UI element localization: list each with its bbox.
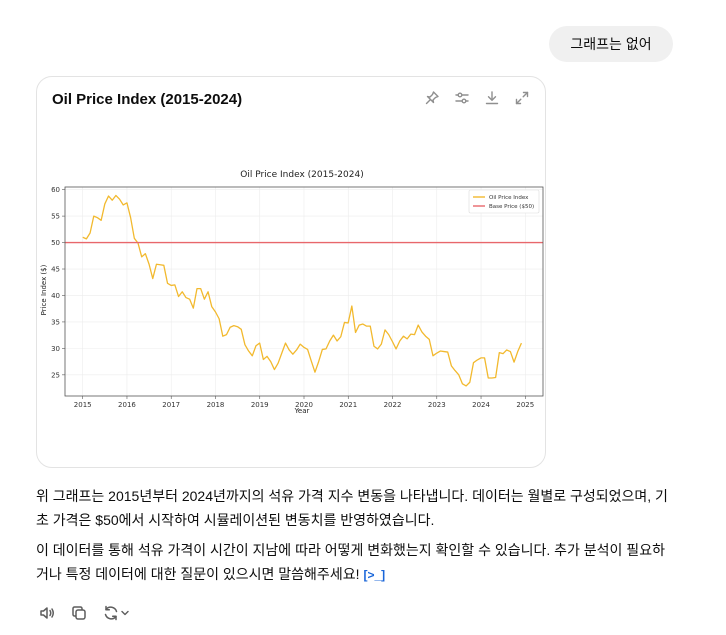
- message-actions: [38, 604, 130, 622]
- settings-icon: [455, 92, 469, 104]
- copy-icon: [72, 606, 86, 620]
- y-tick-label: 60: [51, 186, 60, 194]
- regenerate-icon: [104, 605, 118, 621]
- reply-paragraph-2: 이 데이터를 통해 석유 가격이 시간이 지남에 따라 어떻게 변화했는지 확인…: [36, 538, 676, 587]
- card-title: Oil Price Index (2015-2024): [52, 91, 243, 108]
- oil-price-chart: Oil Price Index (2015-2024) 2015 2016 2017…: [40, 170, 544, 415]
- y-tick-label: 35: [51, 318, 60, 326]
- read-aloud-icon: [40, 607, 54, 619]
- y-tick-label: 25: [51, 371, 60, 379]
- pin-button[interactable]: [423, 89, 441, 107]
- expand-button[interactable]: [513, 89, 531, 107]
- x-tick-label: 2024: [472, 401, 490, 409]
- x-tick-label: 2019: [251, 401, 269, 409]
- user-message-bubble: 그래프는 없어: [549, 26, 673, 62]
- x-tick-label: 2022: [384, 401, 402, 409]
- y-axis-ticks: 25 30 35 40 45 50 55 60: [51, 186, 65, 379]
- copy-button[interactable]: [70, 604, 88, 622]
- y-tick-label: 30: [51, 345, 60, 353]
- reply-paragraph-2-text: 이 데이터를 통해 석유 가격이 시간이 지남에 따라 어떻게 변화했는지 확인…: [36, 542, 665, 582]
- y-tick-label: 40: [51, 292, 60, 300]
- chart-legend: Oil Price Index Base Price ($50): [468, 189, 540, 214]
- download-button[interactable]: [483, 89, 501, 107]
- read-aloud-button[interactable]: [38, 604, 56, 622]
- x-tick-label: 2023: [428, 401, 446, 409]
- x-tick-label: 2025: [516, 401, 534, 409]
- chart-title: Oil Price Index (2015-2024): [240, 170, 363, 180]
- plot-frame: [64, 186, 544, 397]
- chart-settings-button[interactable]: [453, 89, 471, 107]
- oil-price-index-line: [82, 194, 523, 387]
- x-tick-label: 2016: [118, 401, 136, 409]
- y-tick-label: 45: [51, 266, 60, 274]
- user-message-text: 그래프는 없어: [570, 36, 652, 52]
- y-tick-label: 55: [51, 213, 60, 221]
- chart-series: [65, 194, 543, 387]
- card-toolbar: [423, 89, 531, 107]
- expand-icon: [515, 91, 529, 105]
- x-axis-ticks: 2015 2016 2017 2018 2019 2020 2021 2022 2023 2024…: [74, 396, 534, 409]
- x-tick-label: 2017: [162, 401, 180, 409]
- regenerate-button[interactable]: [102, 604, 130, 622]
- x-axis-label: Year: [294, 407, 310, 415]
- reply-paragraph: 위 그래프는 2015년부터 2024년까지의 석유 가격 지수 변동을 나타냅…: [36, 488, 668, 528]
- x-tick-label: 2021: [339, 401, 357, 409]
- x-tick-label: 2020: [295, 401, 313, 409]
- legend-box: [468, 189, 540, 214]
- chart-grid: [65, 187, 543, 396]
- y-tick-label: 50: [51, 239, 60, 247]
- y-axis-label: Price Index ($): [40, 264, 48, 315]
- chart-card: Oil Price Index (2015-2024) Oil Price In…: [36, 76, 546, 468]
- legend-label: Oil Price Index: [489, 195, 529, 201]
- code-citation-link[interactable]: [>_]: [363, 568, 386, 582]
- x-tick-label: 2018: [207, 401, 225, 409]
- x-tick-label: 2015: [74, 401, 92, 409]
- chevron-down-icon: [121, 610, 129, 616]
- chart-area: Oil Price Index (2015-2024) 2015 2016 2017…: [37, 163, 547, 503]
- assistant-reply: 위 그래프는 2015년부터 2024년까지의 석유 가격 지수 변동을 나타냅…: [36, 484, 676, 593]
- legend-label: Base Price ($50): [489, 204, 534, 210]
- download-icon: [485, 91, 499, 105]
- pin-icon: [425, 91, 439, 105]
